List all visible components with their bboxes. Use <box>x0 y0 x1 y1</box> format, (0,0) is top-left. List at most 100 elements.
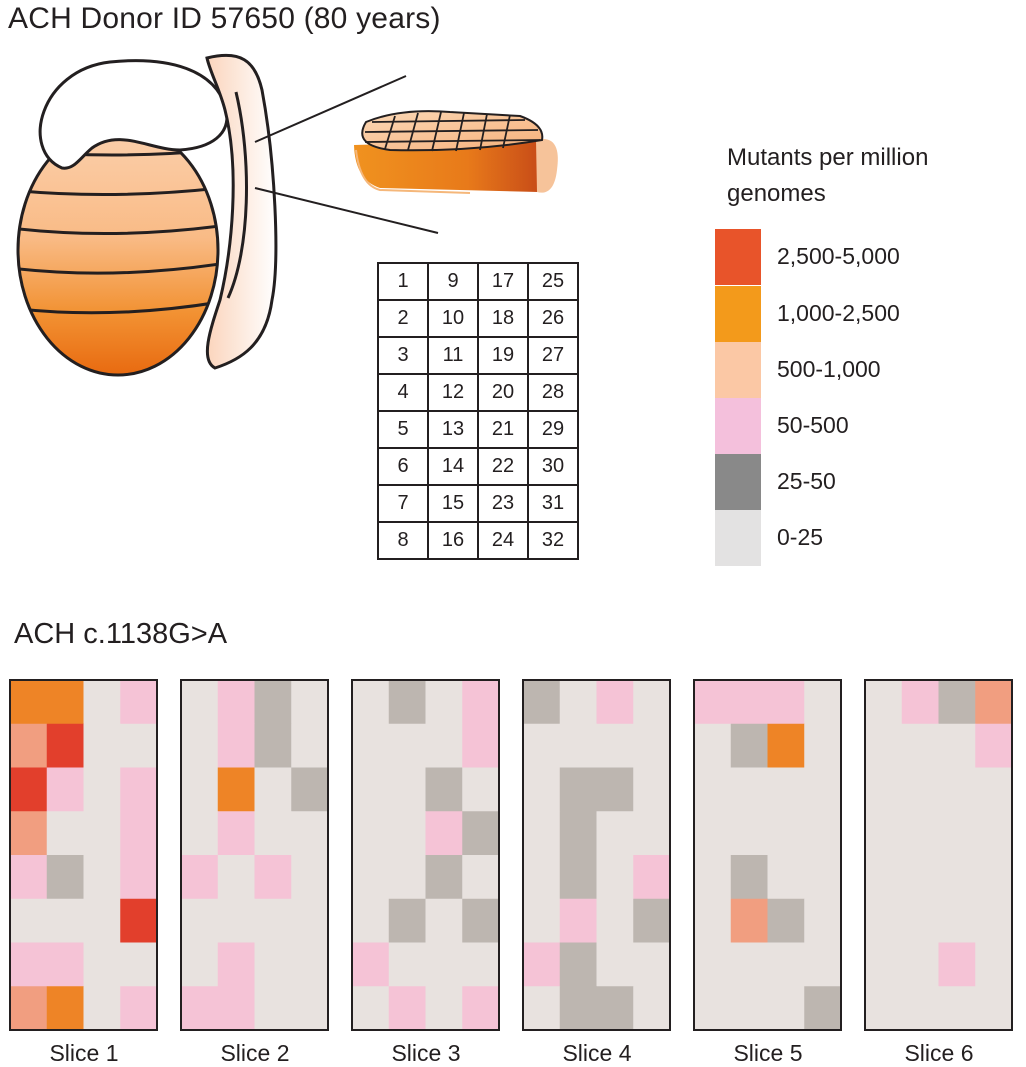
heatmap-cell <box>352 942 390 987</box>
heatmap-cell <box>462 680 500 725</box>
heatmap-cell <box>462 986 500 1031</box>
heatmap-cell <box>425 942 463 987</box>
heatmap-cell <box>694 767 732 812</box>
heatmap-cell <box>291 811 329 856</box>
heatmap-cell <box>46 986 84 1031</box>
heatmap-cell <box>46 767 84 812</box>
piece-number-cell: 22 <box>477 447 529 486</box>
heatmap-cell <box>291 767 329 812</box>
heatmap-cell <box>10 723 48 768</box>
heatmap-cell <box>254 855 292 900</box>
heatmap-cell <box>596 723 634 768</box>
heatmap-cell <box>254 942 292 987</box>
heatmap-cell <box>804 898 842 943</box>
heatmap-cell <box>975 767 1013 812</box>
heatmap-cell <box>633 855 671 900</box>
heatmap-cell <box>46 680 84 725</box>
slice-label: Slice 3 <box>391 1040 461 1066</box>
heatmap-cell <box>975 855 1013 900</box>
heatmap-cell <box>254 680 292 725</box>
heatmap-cell <box>181 680 219 725</box>
heatmap-cell <box>388 767 426 812</box>
heatmap-cell <box>767 986 805 1031</box>
heatmap-cell <box>694 723 732 768</box>
heatmap-cell <box>120 811 158 856</box>
heatmap-cell <box>217 767 255 812</box>
heatmap-cell <box>767 811 805 856</box>
heatmap-cell <box>596 811 634 856</box>
heatmap-cell <box>559 723 597 768</box>
heatmap-cell <box>291 855 329 900</box>
heatmap-cell <box>352 811 390 856</box>
slice-label: Slice 5 <box>733 1040 803 1066</box>
heatmap-cell <box>767 723 805 768</box>
heatmap-cell <box>46 855 84 900</box>
heatmap-cell <box>901 855 939 900</box>
heatmap-cell <box>523 942 561 987</box>
heatmap-cell <box>804 723 842 768</box>
heatmap-cell <box>462 898 500 943</box>
piece-number-cell: 5 <box>377 410 429 449</box>
piece-number-cell: 6 <box>377 447 429 486</box>
slice-border <box>693 679 842 1031</box>
heatmap-cell <box>938 680 976 725</box>
heatmap-cell <box>730 811 768 856</box>
heatmap-cell <box>388 811 426 856</box>
heatmap-cell <box>254 898 292 943</box>
piece-number-cell: 23 <box>477 484 529 523</box>
heatmap-cell <box>730 680 768 725</box>
slice-heatmap <box>864 679 1013 1031</box>
piece-grid-row: 7 15 23 31 <box>377 484 579 523</box>
heatmap-cell <box>181 767 219 812</box>
slice-label: Slice 6 <box>904 1040 974 1066</box>
piece-grid-row: 1 9 17 25 <box>377 262 579 301</box>
heatmap-cell <box>83 898 121 943</box>
slice-border <box>864 679 1013 1031</box>
heatmap-cell <box>975 942 1013 987</box>
piece-number-cell: 4 <box>377 373 429 412</box>
piece-grid-row: 6 14 22 30 <box>377 447 579 486</box>
slice-label: Slice 2 <box>220 1040 290 1066</box>
piece-number-cell: 10 <box>427 299 479 338</box>
heatmap-cell <box>975 986 1013 1031</box>
piece-number-cell: 2 <box>377 299 429 338</box>
heatmap-cell <box>559 942 597 987</box>
heatmap-cell <box>767 855 805 900</box>
heatmap-cell <box>633 942 671 987</box>
heatmap-cell <box>804 680 842 725</box>
heatmap-cell <box>217 680 255 725</box>
legend-item: 25-50 <box>715 454 1015 510</box>
piece-number-cell: 32 <box>527 521 579 560</box>
heatmap-cell <box>938 986 976 1031</box>
heatmap-cell <box>596 680 634 725</box>
heatmap-cell <box>901 680 939 725</box>
piece-number-cell: 27 <box>527 336 579 375</box>
heatmap-cell <box>938 942 976 987</box>
heatmap-cell <box>559 986 597 1031</box>
piece-number-cell: 25 <box>527 262 579 301</box>
heatmap-cell <box>523 767 561 812</box>
heatmap-cell <box>120 898 158 943</box>
heatmap-cell <box>523 811 561 856</box>
heatmap-cell <box>633 767 671 812</box>
slice-border <box>180 679 329 1031</box>
heatmap-cell <box>559 855 597 900</box>
legend-label: 2,500-5,000 <box>777 243 900 269</box>
heatmap-cell <box>633 811 671 856</box>
heatmap-cell <box>975 898 1013 943</box>
heatmap-cell <box>291 680 329 725</box>
heatmap-cell <box>10 986 48 1031</box>
figure-title: ACH Donor ID 57650 (80 years) <box>8 2 441 35</box>
heatmap-cell <box>120 855 158 900</box>
heatmap-cell <box>865 942 903 987</box>
heatmap-cell <box>767 680 805 725</box>
legend-swatch <box>715 454 761 510</box>
heatmap-cell <box>559 811 597 856</box>
heatmap-cell <box>559 898 597 943</box>
heatmap-cell <box>901 986 939 1031</box>
heatmap-cell <box>596 767 634 812</box>
legend-label: 500-1,000 <box>777 356 881 382</box>
piece-grid-row: 8 16 24 32 <box>377 521 579 560</box>
heatmap-cell <box>730 942 768 987</box>
heatmap-cell <box>425 986 463 1031</box>
